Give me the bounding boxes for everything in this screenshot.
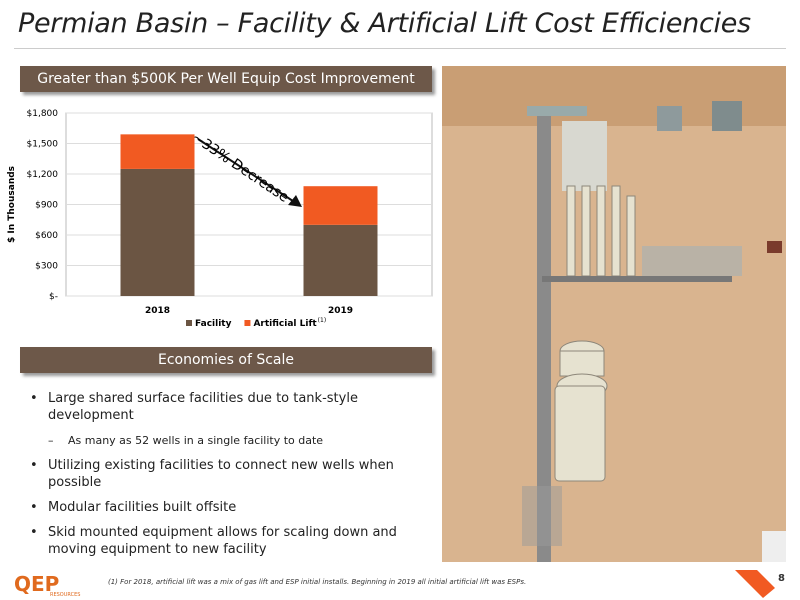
annotation-arrowhead bbox=[288, 195, 302, 207]
bar-segment bbox=[120, 168, 195, 296]
logo: QEP bbox=[14, 572, 60, 596]
legend-label: Facility bbox=[195, 319, 232, 329]
footer-chevron bbox=[735, 570, 775, 598]
chart: $- $300 $600 $900 $1,200 $1,500 $1,800 $ In Tho… bbox=[7, 109, 433, 329]
y-tick-label: $1,200 bbox=[27, 170, 59, 180]
bullet: Utilizing existing facilities to connect… bbox=[28, 457, 400, 491]
x-tick-label: 2019 bbox=[328, 306, 353, 316]
bullet: Large shared surface facilities due to t… bbox=[28, 390, 400, 424]
y-tick-label: $1,500 bbox=[27, 140, 59, 150]
title-rule bbox=[14, 48, 786, 49]
annotation-arrow bbox=[197, 138, 297, 204]
section-banner: Economies of Scale bbox=[20, 347, 432, 373]
y-tick-label: $600 bbox=[35, 231, 58, 241]
bullet: Modular facilities built offsite bbox=[28, 499, 400, 516]
bar-segment bbox=[120, 134, 195, 169]
y-tick-label: $- bbox=[49, 292, 58, 302]
y-tick-label: $300 bbox=[35, 262, 58, 272]
footnote: (1) For 2018, artificial lift was a mix … bbox=[108, 578, 527, 586]
y-tick-label: $1,800 bbox=[27, 109, 59, 119]
x-tick-label: 2018 bbox=[145, 306, 170, 316]
legend-label: Artificial Lift bbox=[253, 319, 317, 329]
bar-segment bbox=[303, 186, 378, 225]
y-axis-label: $ In Thousands bbox=[7, 166, 17, 243]
bullet-list: Large shared surface facilities due to t… bbox=[28, 390, 400, 566]
y-tick-label: $900 bbox=[35, 201, 58, 211]
facility-photo bbox=[442, 66, 786, 562]
bar-segment bbox=[303, 224, 378, 296]
chart-banner: Greater than $500K Per Well Equip Cost I… bbox=[20, 66, 432, 92]
bullet: Skid mounted equipment allows for scalin… bbox=[28, 524, 400, 558]
legend-swatch bbox=[186, 320, 192, 326]
legend-swatch bbox=[244, 320, 251, 326]
annotation: ~33% Decrease bbox=[189, 129, 292, 205]
bullet: As many as 52 wells in a single facility… bbox=[28, 432, 400, 449]
logo-sub: RESOURCES bbox=[50, 592, 81, 598]
legend-footnote-mark: (1) bbox=[318, 317, 327, 324]
slide-title: Permian Basin – Facility & Artificial Li… bbox=[18, 8, 751, 39]
page-number: 8 bbox=[778, 573, 785, 584]
